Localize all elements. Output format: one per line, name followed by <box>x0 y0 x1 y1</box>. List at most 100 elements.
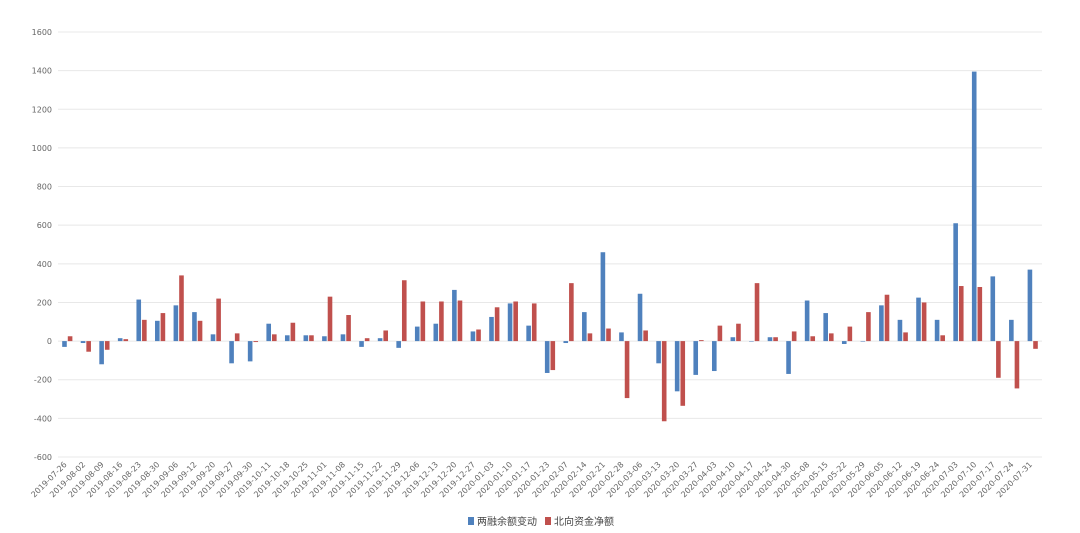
bar <box>804 300 810 342</box>
bar <box>619 332 624 342</box>
bar <box>383 330 389 342</box>
bar <box>197 320 203 342</box>
bar <box>569 283 574 342</box>
bar <box>903 332 908 342</box>
y-tick-label: 1400 <box>32 67 52 76</box>
bar <box>754 283 760 342</box>
bar <box>234 333 240 342</box>
bar <box>401 280 407 342</box>
bar <box>921 302 927 342</box>
bar <box>791 331 797 342</box>
bar <box>179 275 184 342</box>
bar <box>290 322 296 342</box>
bar <box>786 341 791 374</box>
bar <box>860 341 866 342</box>
bar <box>229 341 234 364</box>
bar <box>544 341 550 373</box>
bar <box>656 341 661 364</box>
bar <box>587 333 593 342</box>
bar <box>940 335 945 342</box>
y-tick-label: 600 <box>37 221 52 230</box>
bar <box>971 71 977 342</box>
y-tick-label: 200 <box>37 298 52 307</box>
bar <box>711 341 717 372</box>
bar <box>136 299 142 342</box>
bar <box>160 313 166 342</box>
bar <box>67 336 73 342</box>
bar <box>841 341 847 344</box>
bar <box>693 341 699 375</box>
bar <box>173 305 179 342</box>
bar <box>1014 341 1020 389</box>
bar <box>489 316 494 342</box>
bar <box>884 294 890 342</box>
bar <box>420 301 426 342</box>
bar <box>253 341 259 343</box>
y-tick-label: 800 <box>37 183 52 192</box>
bar <box>452 289 457 342</box>
bar <box>377 338 383 342</box>
legend: 两融余额变动 北向资金净额 <box>468 515 614 528</box>
bar <box>767 337 773 342</box>
legend-label: 北向资金净额 <box>554 515 614 528</box>
bar <box>322 336 327 342</box>
bar <box>433 323 439 342</box>
bar <box>866 312 871 342</box>
bar <box>730 337 736 342</box>
bar <box>823 313 828 342</box>
bar <box>192 312 197 342</box>
bar <box>86 341 91 352</box>
bar <box>210 334 216 342</box>
bar <box>847 326 853 342</box>
bar <box>155 320 160 342</box>
bar <box>364 338 370 342</box>
bar <box>62 341 67 347</box>
bar <box>507 303 513 342</box>
bar <box>637 293 643 342</box>
bar <box>600 252 606 342</box>
bar <box>958 286 964 342</box>
bar <box>439 301 444 342</box>
bar <box>216 298 221 342</box>
y-tick-label: -400 <box>34 414 52 423</box>
bar <box>680 341 686 406</box>
bar <box>810 336 816 342</box>
bar <box>582 312 587 342</box>
bar <box>414 326 420 342</box>
bar <box>736 323 741 342</box>
bar <box>1027 269 1033 342</box>
legend-swatch <box>545 517 551 525</box>
bar <box>476 329 481 342</box>
legend-label: 两融余额变动 <box>477 515 537 528</box>
bar <box>123 339 129 342</box>
bar <box>563 341 569 344</box>
bar <box>699 340 704 342</box>
y-tick-label: 1200 <box>32 105 52 114</box>
bar <box>513 301 518 342</box>
bar <box>606 328 611 342</box>
bar <box>717 325 723 342</box>
bar <box>1033 341 1038 349</box>
bar <box>550 341 556 371</box>
bar <box>284 335 290 342</box>
bar <box>526 325 531 342</box>
bar <box>624 341 630 399</box>
bar <box>916 297 921 342</box>
bar <box>531 303 537 342</box>
y-tick-label: 1000 <box>32 144 52 153</box>
y-tick-label: -200 <box>34 376 52 385</box>
bar <box>457 300 463 342</box>
bar <box>990 276 996 342</box>
bar <box>346 315 351 342</box>
bar <box>80 341 86 344</box>
bar <box>773 337 778 342</box>
bar <box>897 319 903 342</box>
bar <box>309 335 314 342</box>
y-tick-label: 1600 <box>32 28 52 37</box>
bar <box>977 287 983 342</box>
bar <box>340 334 346 342</box>
bar <box>674 341 680 392</box>
bar <box>327 296 333 342</box>
bar <box>247 341 253 362</box>
